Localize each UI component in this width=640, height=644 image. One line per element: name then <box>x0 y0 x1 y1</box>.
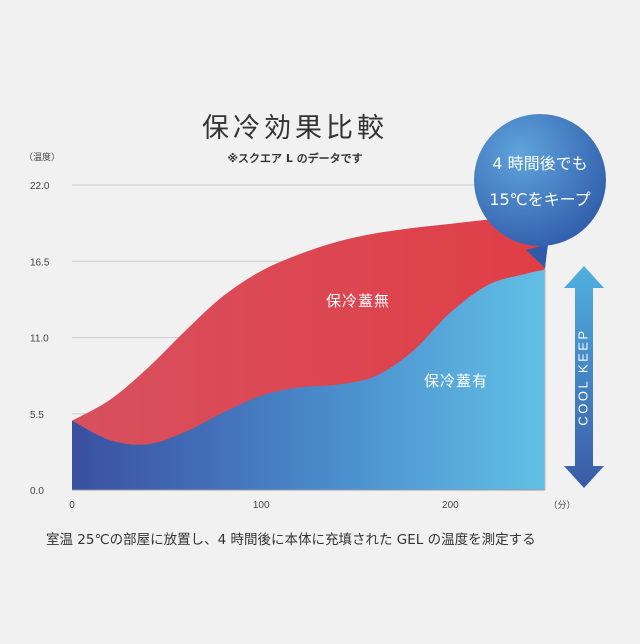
area-series <box>72 215 545 490</box>
y-tick-label: 22.0 <box>30 181 50 192</box>
series-label-without-lid: 保冷蓋無 <box>326 292 390 310</box>
y-tick-label: 11.0 <box>30 334 49 345</box>
callout-line-2: 15℃をキープ <box>489 190 591 209</box>
area-with-lid <box>72 269 545 490</box>
tick-labels: 0.0 5.5 11.0 16.5 22.0 （温度） 0 100 200 （分） <box>24 151 576 511</box>
x-axis-unit: （分） <box>548 500 575 511</box>
cool-keep-arrow: COOL KEEP <box>564 266 604 488</box>
x-tick-label: 200 <box>442 500 459 511</box>
y-tick-label: 0.0 <box>30 486 44 497</box>
y-tick-label: 16.5 <box>30 257 50 268</box>
callout-bubble <box>474 114 606 268</box>
callout-line-1: 4 時間後でも <box>492 154 588 173</box>
chart-subtitle: ※スクエア L のデータです <box>227 152 363 165</box>
series-label-with-lid: 保冷蓋有 <box>424 372 488 390</box>
y-tick-label: 5.5 <box>30 410 44 421</box>
x-tick-label: 100 <box>253 500 270 511</box>
y-axis-label: （温度） <box>24 151 60 163</box>
measurement-note: 室温 25℃の部屋に放置し、4 時間後に本体に充填された GEL の温度を測定す… <box>46 532 536 548</box>
x-tick-label: 0 <box>69 500 75 511</box>
chart-title: 保冷効果比較 <box>202 113 388 144</box>
cool-keep-label: COOL KEEP <box>575 328 590 425</box>
